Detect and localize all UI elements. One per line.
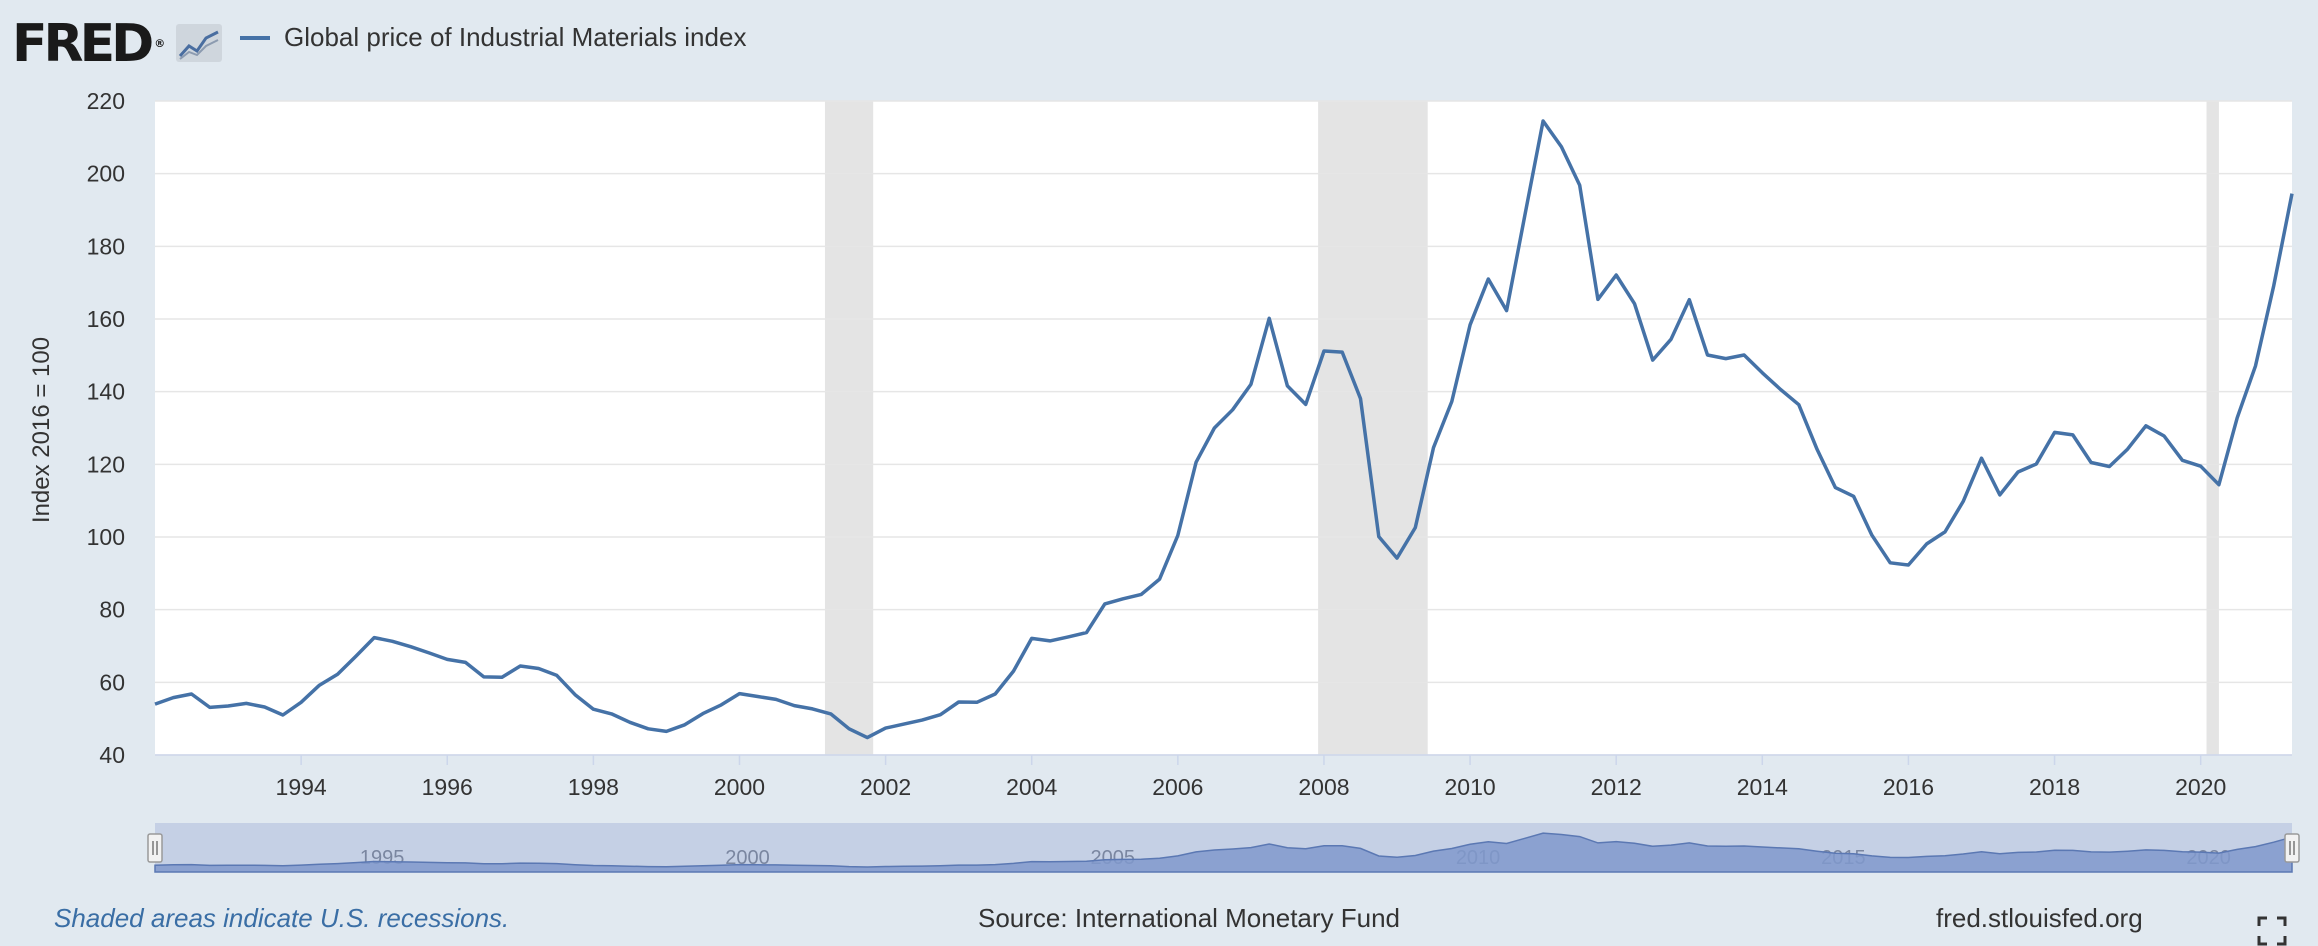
legend-series-swatch: [240, 35, 270, 40]
recession-band: [824, 101, 874, 755]
recession-band: [2206, 101, 2219, 755]
y-tick-label: 160: [87, 306, 125, 332]
logo-text: FRED: [12, 14, 154, 74]
range-navigator[interactable]: 199520002005201020152020: [147, 823, 2300, 873]
x-tick-label: 2000: [714, 774, 765, 800]
y-tick-label: 220: [87, 88, 125, 114]
y-tick-label: 140: [87, 379, 125, 405]
y-tick-label: 100: [87, 524, 125, 550]
x-tick-label: 2018: [2029, 774, 2080, 800]
source-note: Source: International Monetary Fund: [978, 903, 1401, 933]
x-tick-label: 2020: [2175, 774, 2226, 800]
y-tick-label: 200: [87, 161, 125, 187]
x-tick-label: 2016: [1883, 774, 1934, 800]
x-tick-label: 2012: [1591, 774, 1642, 800]
y-tick-label: 60: [99, 669, 125, 695]
recession-band: [1318, 101, 1428, 755]
x-tick-label: 2006: [1152, 774, 1203, 800]
recession-note: Shaded areas indicate U.S. recessions.: [54, 903, 510, 933]
x-tick-label: 1994: [276, 774, 327, 800]
navigator-area: [154, 832, 2293, 873]
x-tick-label: 1996: [422, 774, 473, 800]
navigator-label: 2000: [725, 847, 770, 869]
x-axis-ticks: 1994 1996 1998 2000 2002 2004 2006 2008 2010 2012…: [155, 754, 2292, 800]
x-tick-label: 1998: [568, 774, 619, 800]
chart-header: FRED ® Global price of Industrial Materia…: [0, 0, 2318, 90]
x-tick-label: 2008: [1298, 774, 1349, 800]
fullscreen-icon[interactable]: [2257, 916, 2287, 946]
x-tick-label: 2014: [1737, 774, 1788, 800]
y-tick-label: 180: [87, 233, 125, 259]
chart-legend[interactable]: Global price of Industrial Materials ind…: [240, 22, 746, 53]
series-layer: [154, 119, 2294, 740]
y-tick-label: 40: [99, 742, 125, 768]
logo-registered-mark: ®: [154, 37, 166, 50]
y-tick-label: 120: [87, 451, 125, 477]
line-chart: 40 60 80 100 120 140 160 180 200 220 1994 1996 1998…: [87, 88, 2300, 873]
fred-logo[interactable]: FRED ®: [12, 14, 165, 74]
recession-bands: [824, 101, 2219, 755]
navigator-handle-right[interactable]: [2284, 833, 2300, 863]
plot-area: [155, 101, 2292, 755]
x-tick-label: 2010: [1444, 774, 1495, 800]
x-tick-label: 2002: [860, 774, 911, 800]
line-chart-icon: [176, 24, 222, 62]
y-axis-ticks: 40 60 80 100 120 140 160 180 200 220: [87, 88, 125, 768]
navigator-handle-left[interactable]: [147, 833, 163, 863]
x-tick-label: 2004: [1006, 774, 1057, 800]
series-line: [154, 119, 2294, 740]
site-link[interactable]: fred.stlouisfed.org: [1936, 903, 2143, 933]
legend-series-label: Global price of Industrial Materials ind…: [284, 22, 747, 52]
y-tick-label: 80: [99, 597, 125, 623]
